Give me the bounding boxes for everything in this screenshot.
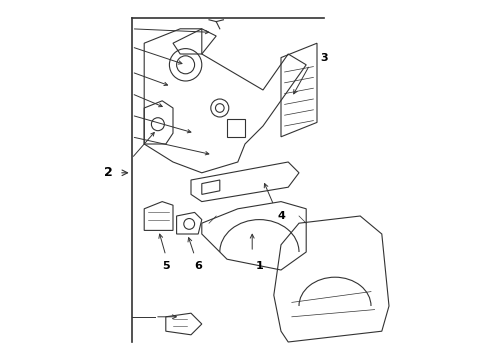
Text: 2: 2 <box>104 166 113 179</box>
Text: 1: 1 <box>255 261 263 271</box>
Text: 5: 5 <box>162 261 170 271</box>
Text: 4: 4 <box>277 211 285 221</box>
Text: 3: 3 <box>320 53 328 63</box>
Text: 6: 6 <box>194 261 202 271</box>
